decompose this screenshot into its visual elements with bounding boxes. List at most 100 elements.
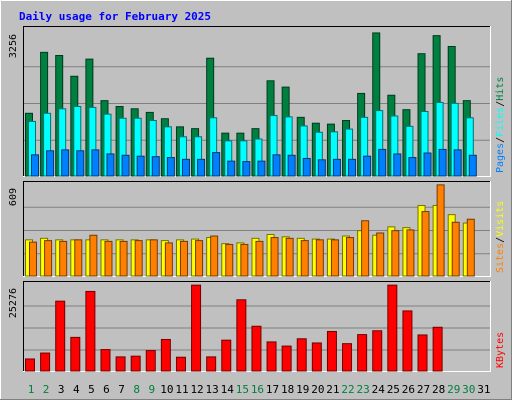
legend-separator: / <box>495 101 506 107</box>
bar-kbytes-day-6 <box>100 349 111 372</box>
bar-sites-day-14 <box>225 243 234 277</box>
bar-kbytes-day-13 <box>206 356 217 372</box>
bar-pages-day-26 <box>408 157 417 177</box>
bar-pages-day-9 <box>151 156 160 177</box>
legend-item-visits: Visits <box>495 201 506 237</box>
bar-kbytes-day-11 <box>175 356 186 372</box>
bar-pages-day-21 <box>332 158 341 177</box>
bar-sites-day-1 <box>29 241 37 277</box>
bar-sites-day-2 <box>44 240 53 277</box>
bar-sites-day-22 <box>346 237 355 277</box>
bar-sites-day-4 <box>74 239 83 277</box>
bar-pages-day-28 <box>438 148 447 177</box>
bar-pages-day-23 <box>363 155 372 177</box>
bar-sites-day-21 <box>330 239 339 277</box>
bar-sites-day-6 <box>104 240 113 277</box>
bar-kbytes-day-23 <box>357 334 368 372</box>
bar-kbytes-day-18 <box>281 345 292 372</box>
legend-item-sites: Sites <box>495 243 506 273</box>
bar-kbytes-day-19 <box>296 338 307 372</box>
max-value-label: 609 <box>8 188 19 206</box>
bar-kbytes-day-28 <box>432 326 443 372</box>
day-label-1: 1 <box>28 383 35 396</box>
bar-kbytes-day-5 <box>85 290 96 372</box>
bar-kbytes-day-21 <box>326 330 337 372</box>
day-label-4: 4 <box>73 383 80 396</box>
bar-pages-day-30 <box>468 154 477 177</box>
bar-pages-day-3 <box>61 149 70 177</box>
series-sites <box>29 184 475 277</box>
max-value-label: 25276 <box>8 288 19 318</box>
day-label-9: 9 <box>148 383 155 396</box>
svg-text:Sites/Visits: Sites/Visits <box>495 201 506 273</box>
bar-sites-day-29 <box>451 221 460 277</box>
bar-kbytes-day-10 <box>160 338 171 372</box>
bar-kbytes-day-22 <box>342 343 353 372</box>
bar-pages-day-5 <box>91 149 100 177</box>
bar-pages-day-19 <box>302 157 311 177</box>
legend-separator: / <box>495 237 506 243</box>
legend-item-files: Files <box>495 107 506 137</box>
chart-panels: 3256Pages/Files/Hits609Sites/Visits25276… <box>8 26 506 372</box>
day-label-29: 29 <box>447 383 460 396</box>
day-label-7: 7 <box>118 383 125 396</box>
bar-sites-day-8 <box>134 240 143 277</box>
bar-kbytes-day-2 <box>40 352 51 372</box>
day-label-3: 3 <box>58 383 65 396</box>
legend-visits-sites: Sites/Visits <box>495 201 506 273</box>
bar-sites-day-20 <box>315 239 324 277</box>
bar-kbytes-day-14 <box>221 339 232 372</box>
day-label-10: 10 <box>160 383 173 396</box>
bar-sites-day-17 <box>270 237 279 277</box>
bar-pages-day-13 <box>212 152 221 177</box>
bar-kbytes-day-17 <box>266 341 277 372</box>
day-label-22: 22 <box>341 383 354 396</box>
bar-sites-day-30 <box>466 218 475 277</box>
bar-kbytes-day-12 <box>191 284 202 372</box>
bar-sites-day-15 <box>240 243 249 277</box>
day-label-5: 5 <box>88 383 95 396</box>
bar-pages-day-29 <box>453 149 462 177</box>
svg-text:KBytes: KBytes <box>495 332 506 368</box>
bar-pages-day-1 <box>31 154 39 177</box>
bar-pages-day-25 <box>393 153 402 177</box>
day-label-13: 13 <box>206 383 219 396</box>
legend-item-kbytes: KBytes <box>495 332 506 368</box>
legend-separator: / <box>495 137 506 143</box>
bar-sites-day-12 <box>195 240 204 277</box>
bar-sites-day-26 <box>406 229 415 277</box>
bar-pages-day-22 <box>348 158 357 177</box>
bar-kbytes-day-26 <box>402 310 413 372</box>
bar-kbytes-day-7 <box>115 356 126 372</box>
day-axis-labels: 1 2 3 4 5 6 7 8 9 10 11 12 13 14 15 16 17 18 19 20 21 22 23 24 2… <box>28 383 491 396</box>
bar-kbytes-day-4 <box>70 336 81 372</box>
bar-sites-day-5 <box>89 234 98 277</box>
legend-item-hits: Hits <box>495 77 506 101</box>
bar-sites-day-28 <box>436 184 445 277</box>
day-label-26: 26 <box>402 383 415 396</box>
day-label-18: 18 <box>281 383 294 396</box>
day-label-20: 20 <box>311 383 324 396</box>
bar-kbytes-day-16 <box>251 325 262 372</box>
bar-pages-day-2 <box>46 150 55 177</box>
series-pages <box>31 148 477 177</box>
day-label-14: 14 <box>221 383 235 396</box>
day-label-2: 2 <box>43 383 50 396</box>
day-label-30: 30 <box>462 383 475 396</box>
bar-pages-day-7 <box>121 154 130 177</box>
legend-hits-files-pages: Pages/Files/Hits <box>495 77 506 173</box>
bar-kbytes-day-25 <box>387 284 398 372</box>
bar-kbytes-day-20 <box>311 342 322 372</box>
bar-sites-day-3 <box>59 240 68 277</box>
bar-kbytes-day-1 <box>25 358 35 372</box>
day-label-28: 28 <box>432 383 445 396</box>
bar-kbytes-day-3 <box>55 300 66 372</box>
bar-sites-day-18 <box>285 237 294 277</box>
bar-sites-day-9 <box>149 239 158 277</box>
bar-sites-day-16 <box>255 240 264 277</box>
bar-sites-day-23 <box>361 220 370 277</box>
bar-pages-day-16 <box>257 160 266 177</box>
bar-sites-day-13 <box>210 235 219 277</box>
